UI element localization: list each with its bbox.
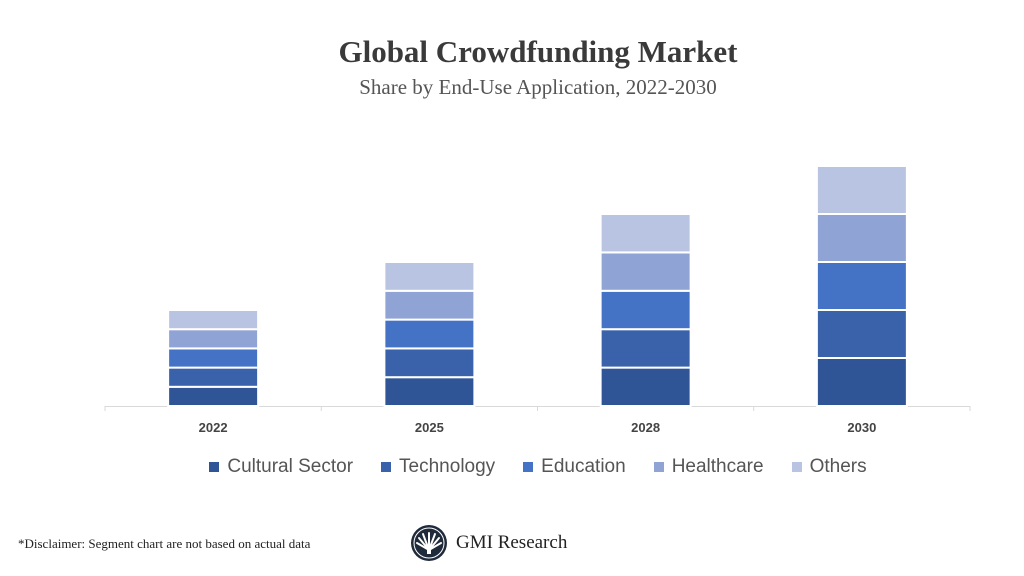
bar-segment-others xyxy=(383,261,476,292)
legend-swatch xyxy=(209,462,220,472)
bar-segment-healthcare xyxy=(815,213,908,263)
legend-label: Technology xyxy=(399,456,496,477)
legend-item: Cultural Sector xyxy=(209,456,353,478)
x-tick-label: 2028 xyxy=(631,420,660,435)
legend-label: Education xyxy=(541,456,626,477)
legend-item: Education xyxy=(523,456,626,478)
legend-label: Cultural Sector xyxy=(227,456,354,477)
chart-subtitle: Share by End-Use Application, 2022-2030 xyxy=(359,75,717,99)
bar-segment-technology xyxy=(599,328,692,369)
bar-segment-cultural-sector xyxy=(383,376,476,408)
bar-segment-education xyxy=(383,318,476,350)
x-tick-label: 2025 xyxy=(415,420,444,435)
legend-item: Others xyxy=(791,456,867,478)
bar-segment-technology xyxy=(167,366,260,388)
legend-label: Healthcare xyxy=(671,456,764,477)
fan-logo-icon xyxy=(411,525,447,561)
bar-segment-healthcare xyxy=(383,289,476,321)
legend-item: Technology xyxy=(381,456,495,478)
bar-segment-cultural-sector xyxy=(815,357,908,407)
disclaimer: *Disclaimer: Segment chart are not based… xyxy=(18,536,311,551)
legend-swatch xyxy=(653,462,664,472)
bar-segment-healthcare xyxy=(167,328,260,350)
bar-segment-others xyxy=(815,165,908,215)
bar-segment-healthcare xyxy=(599,251,692,292)
bar-segment-education xyxy=(167,347,260,369)
x-tick-label: 2030 xyxy=(847,420,876,435)
legend: Cultural Sector Technology Education Health… xyxy=(52,456,1024,478)
x-tick-label: 2022 xyxy=(199,420,228,435)
bar-segment-cultural-sector xyxy=(599,366,692,408)
gmi-logo: GMI Research xyxy=(410,524,567,562)
bar-segment-technology xyxy=(383,347,476,379)
legend-item: Healthcare xyxy=(653,456,764,478)
bar-segment-others xyxy=(167,309,260,331)
logo-text: GMI Research xyxy=(456,532,568,553)
legend-swatch xyxy=(381,462,392,472)
chart-title: Global Crowdfunding Market xyxy=(338,34,738,69)
legend-swatch xyxy=(523,462,534,472)
bar-segment-cultural-sector xyxy=(167,385,260,407)
bar-segment-education xyxy=(815,261,908,311)
bar-segment-technology xyxy=(815,309,908,359)
bar-segment-others xyxy=(599,213,692,254)
legend-label: Others xyxy=(809,456,867,477)
legend-swatch xyxy=(791,462,802,472)
bar-segment-education xyxy=(599,289,692,331)
